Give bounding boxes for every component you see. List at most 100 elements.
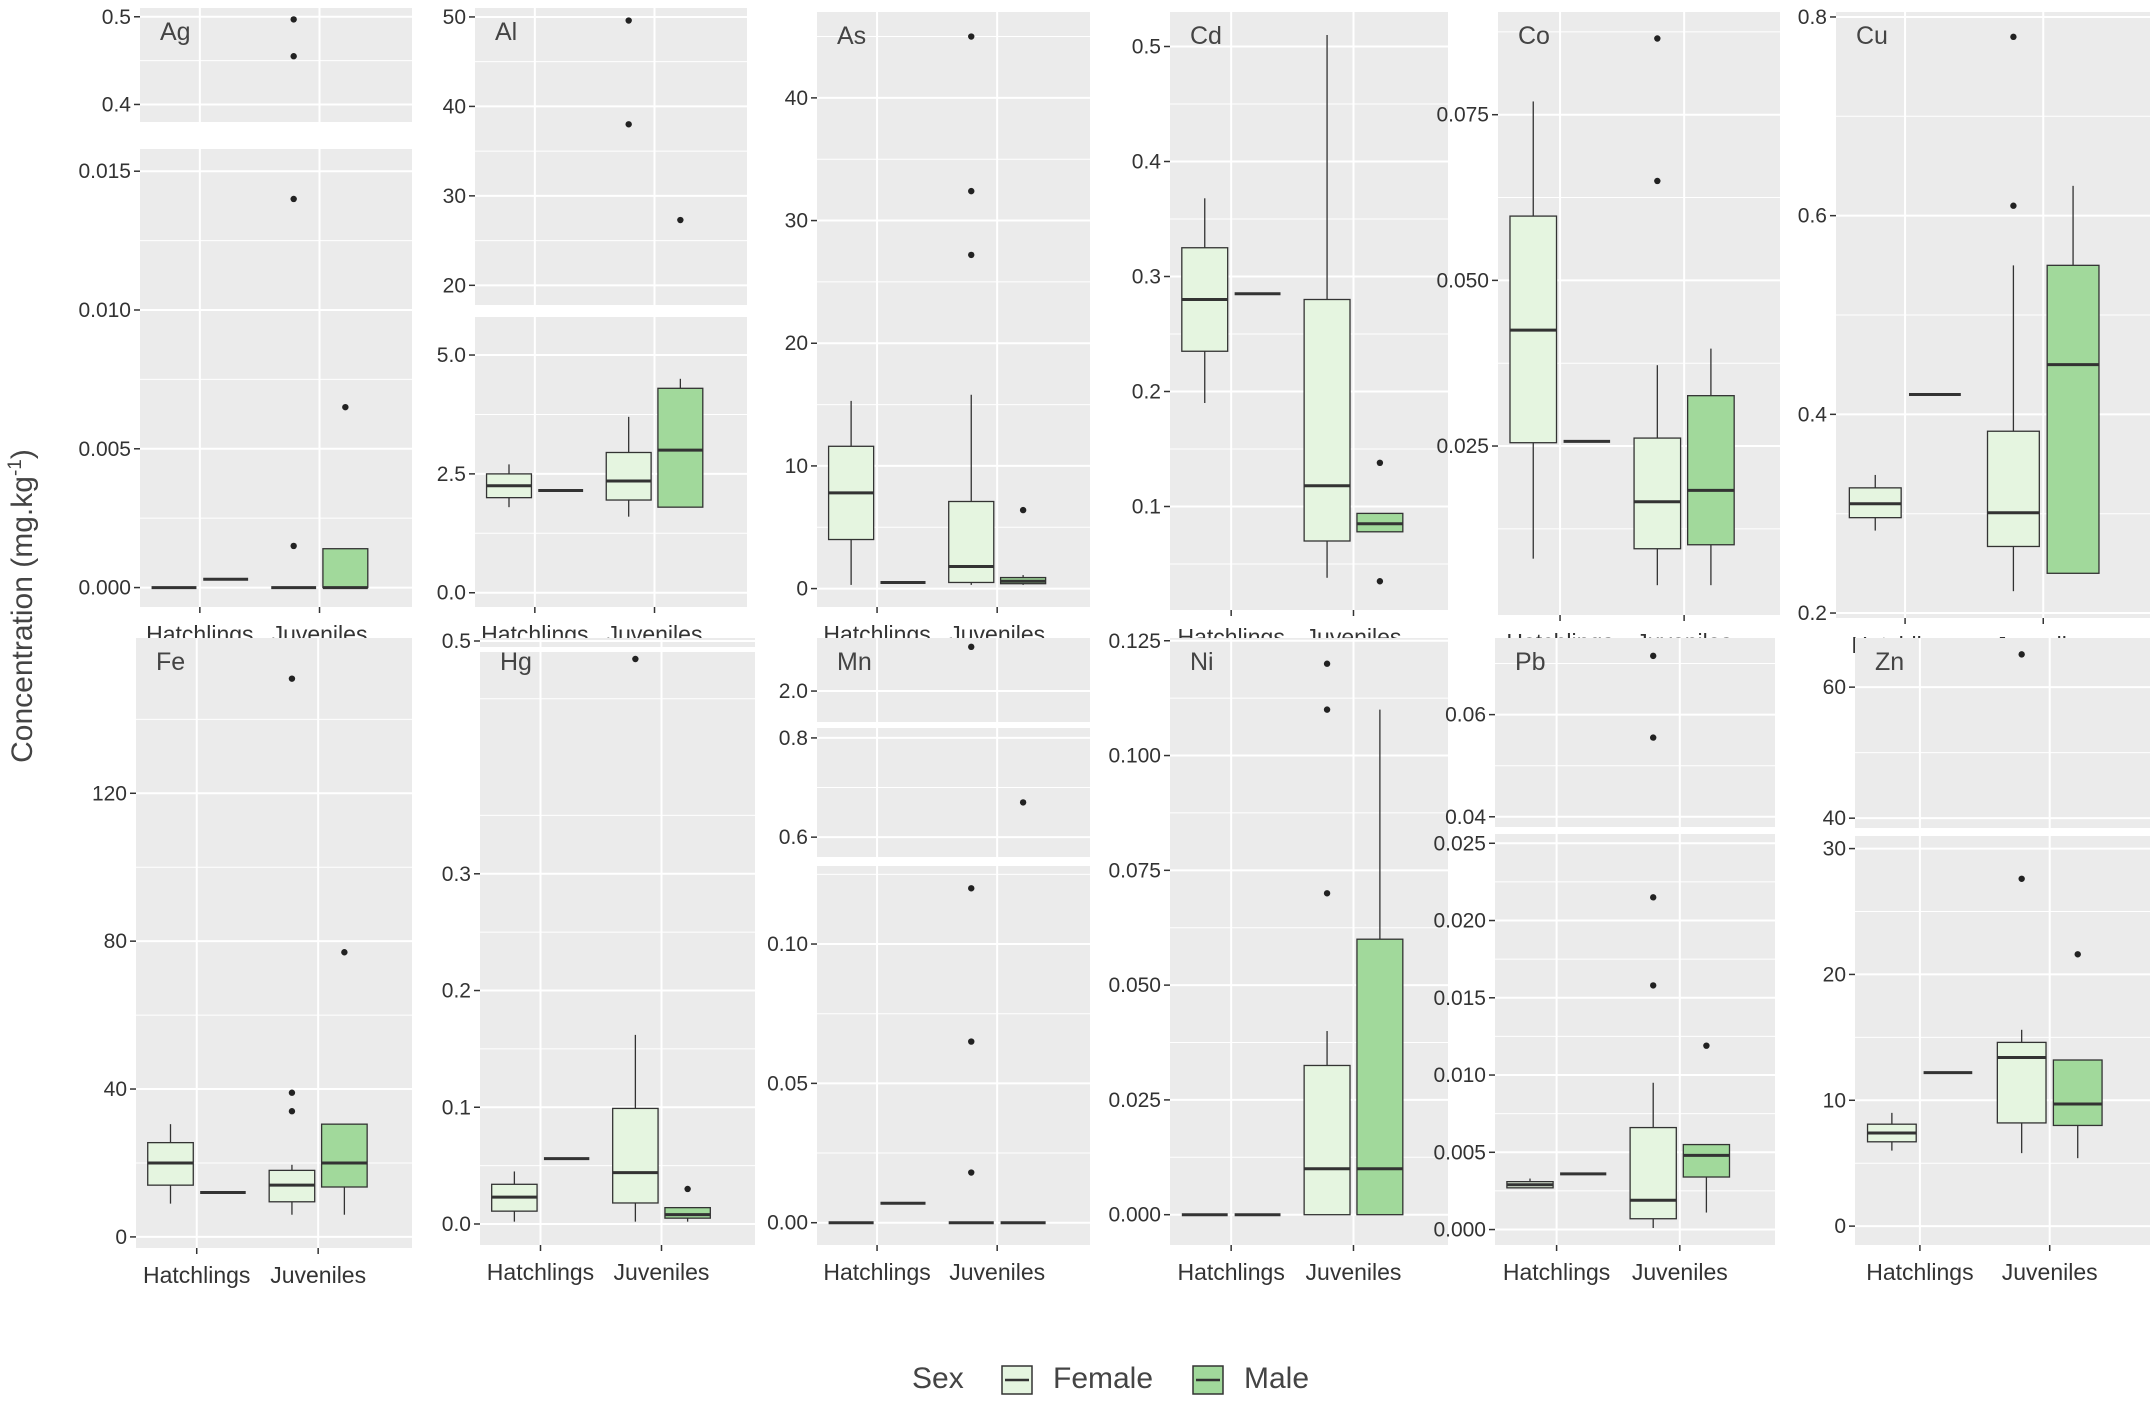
y-tick-label: 2.5 <box>437 463 466 486</box>
box-hg-juveniles-female <box>612 655 659 1222</box>
panel-title-as: As <box>837 22 866 50</box>
box-as-juveniles-female <box>948 33 995 585</box>
panel-zn-background <box>1855 836 2150 1245</box>
box-cd-juveniles-male <box>1356 459 1404 585</box>
outlier-point <box>1654 35 1661 42</box>
box-iqr <box>1303 1064 1351 1216</box>
outlier-point <box>2018 651 2025 658</box>
y-tick-label: 0.4 <box>1132 151 1162 174</box>
outlier-point <box>2010 33 2017 41</box>
y-tick-label: 10 <box>785 455 808 478</box>
y-tick-label: 20 <box>443 274 466 297</box>
panel-title-zn: Zn <box>1875 648 1904 676</box>
y-tick-label: 0.1 <box>442 1096 471 1119</box>
y-tick-label: 0.6 <box>779 826 808 849</box>
box-zn-juveniles-male <box>2052 951 2103 1159</box>
y-tick-label: 0.1 <box>1132 496 1161 519</box>
box-ni-juveniles-female <box>1303 660 1351 1216</box>
box-pb-hatchlings-female <box>1506 1178 1554 1189</box>
box-zn-hatchlings-female <box>1866 1112 1917 1151</box>
x-tick-label: Hatchlings <box>1503 1259 1610 1285</box>
x-tick-label: Hatchlings <box>1866 1259 1973 1285</box>
outlier-point <box>1650 982 1657 989</box>
outlier-point <box>968 251 975 259</box>
panel-ni: 0.000 0.025 0.050 0.075 0.100 0.125 Hatchlings… <box>1108 630 1448 1285</box>
panel-zn-background <box>1855 638 2150 828</box>
box-co-hatchlings-female <box>1509 101 1558 559</box>
box-iqr <box>1686 395 1735 546</box>
y-tick-label: 0.5 <box>442 630 471 653</box>
y-tick-label: 0.8 <box>779 727 808 750</box>
y-tick-label: 20 <box>785 332 808 355</box>
outlier-point <box>341 949 348 956</box>
outlier-point <box>1650 894 1657 901</box>
panel-title-fe: Fe <box>156 648 185 676</box>
panel-mn-background <box>817 728 1090 857</box>
box-iqr <box>320 1123 368 1188</box>
panel-title-cu: Cu <box>1856 22 1888 50</box>
y-tick-label: 0.0 <box>442 1213 471 1236</box>
box-al-juveniles-male <box>657 216 704 508</box>
outlier-point <box>1376 578 1384 585</box>
x-tick-label: Juveniles <box>614 1259 710 1285</box>
box-cu-hatchlings-female <box>1848 474 1902 531</box>
box-iqr <box>605 451 652 501</box>
box-fe-juveniles-female <box>268 675 316 1215</box>
y-tick-label: 0.5 <box>1132 36 1161 59</box>
y-tick-label: 10 <box>1823 1089 1846 1112</box>
y-tick-label: 0.04 <box>1445 806 1486 829</box>
panel-title-cd: Cd <box>1190 22 1222 50</box>
y-tick-label: 0.005 <box>78 438 131 461</box>
y-tick-label: 30 <box>785 210 808 233</box>
panel-cu: 0.20.40.60.8HatchlingsJuvenilesCu <box>1798 6 2150 658</box>
x-tick-label: Hatchlings <box>823 1259 930 1285</box>
box-zn-juveniles-female <box>1996 651 2047 1154</box>
outlier-point <box>968 33 975 40</box>
panel-mn-background <box>817 866 1090 1245</box>
box-iqr <box>1356 938 1404 1216</box>
box-iqr <box>2052 1059 2103 1127</box>
y-tick-label: 40 <box>1823 807 1846 830</box>
y-tick-label: 0.000 <box>1433 1219 1486 1242</box>
outlier-point <box>632 655 639 663</box>
outlier-point <box>1323 706 1331 713</box>
box-pb-juveniles-male <box>1682 1042 1731 1213</box>
box-iqr <box>664 1206 711 1219</box>
box-al-hatchlings-female <box>485 464 533 508</box>
x-tick-label: Juveniles <box>2002 1259 2098 1285</box>
y-tick-label: 0.005 <box>1433 1141 1486 1164</box>
panel-pb: 0.04 0.06 0.000 0.005 0.010 0.015 0.020 0.025 Ha… <box>1433 638 1775 1285</box>
y-tick-label: 0.00 <box>767 1212 808 1235</box>
y-tick-label: 0.2 <box>1132 381 1161 404</box>
y-tick-label: 0.2 <box>442 980 471 1003</box>
panel-mn: 2.0 0.6 0.8 0.00 0.05 0.10 Hatchlings Juveniles… <box>767 638 1090 1285</box>
x-tick-label: Hatchlings <box>487 1259 594 1285</box>
outlier-point <box>968 1169 975 1176</box>
panel-zn: 40 60 0 10 20 30 Hatchlings Juveniles Zn <box>1823 638 2150 1285</box>
outlier-point <box>2074 951 2081 958</box>
panel-fe: 0 40 80 120 Hatchlings Juveniles Fe <box>92 638 412 1288</box>
box-hg-hatchlings-female <box>491 1171 538 1222</box>
outlier-point <box>288 675 296 682</box>
box-as-juveniles-male <box>999 506 1047 585</box>
y-tick-label: 0.100 <box>1108 745 1161 768</box>
outlier-point <box>625 17 632 24</box>
y-tick-label: 0.015 <box>1433 987 1486 1010</box>
outlier-point <box>968 885 975 892</box>
y-tick-label: 0.000 <box>1108 1204 1161 1227</box>
box-mn-juveniles-female <box>948 643 994 1225</box>
panel-ag-background <box>140 149 412 607</box>
box-ag-juveniles-male <box>322 403 369 590</box>
y-axis-title-close: ) <box>6 449 39 459</box>
y-tick-label: 40 <box>104 1078 127 1101</box>
y-tick-label: 0.025 <box>1433 832 1486 855</box>
y-tick-label: 0.4 <box>1798 403 1828 426</box>
panel-title-ni: Ni <box>1190 648 1214 676</box>
y-tick-label: 0.10 <box>767 933 808 956</box>
y-tick-label: 0.020 <box>1433 910 1486 933</box>
legend-label-female: Female <box>1053 1362 1153 1395</box>
box-hg-juveniles-male <box>664 1185 711 1222</box>
